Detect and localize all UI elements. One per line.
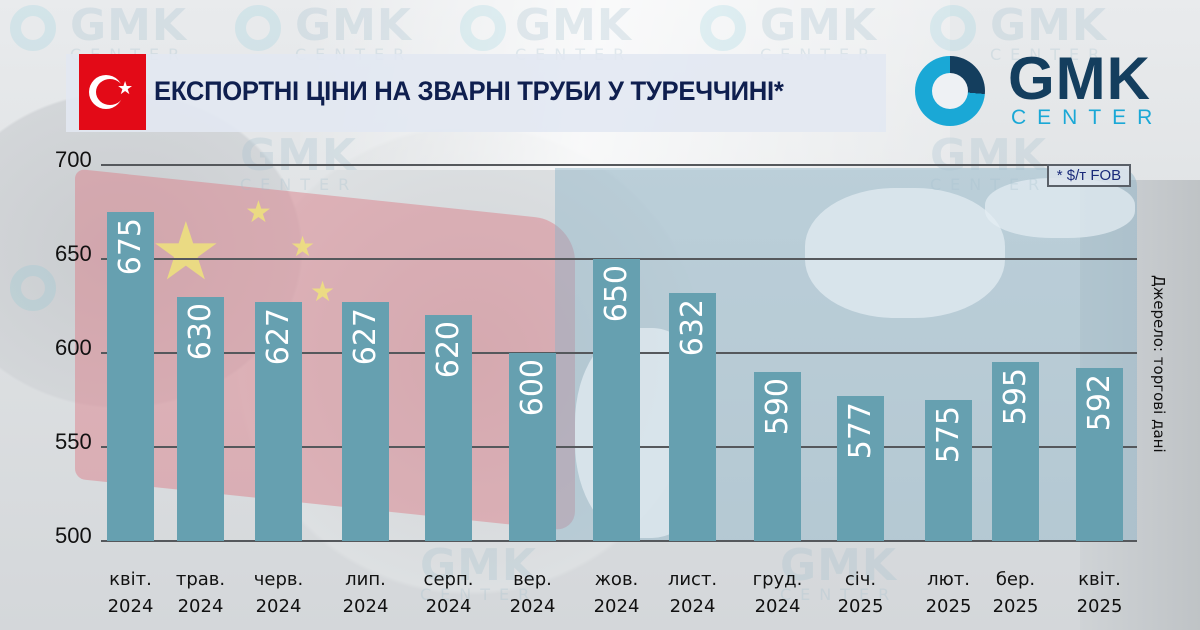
x-axis-year: 2024 [754,596,801,617]
turkey-flag-icon: ★ [79,54,146,130]
gridline [101,164,1047,166]
watermark-logo-icon [10,265,56,311]
bar: 675 [107,212,154,541]
y-axis-tick-label: 600 [55,335,92,360]
bar: 575 [925,400,972,541]
logo-text-gmk: GMK [1008,45,1151,112]
x-axis-year: 2024 [177,596,224,617]
x-axis-label: квіт. 2025 [1055,566,1145,620]
x-axis-month: лист. [667,569,718,590]
x-axis-year: 2024 [425,596,472,617]
bar: 627 [255,302,302,541]
chart-title: ЕКСПОРТНІ ЦІНИ НА ЗВАРНІ ТРУБИ У ТУРЕЧЧИ… [154,76,784,106]
bar-value-label: 592 [1081,374,1117,432]
bar: 600 [509,353,556,541]
y-axis-tick-label: 700 [55,147,92,172]
x-axis-year: 2024 [342,596,389,617]
x-axis-year: 2025 [992,596,1039,617]
unit-note: * $/т FOB [1047,164,1131,187]
bar: 630 [177,296,224,541]
star-icon: ★ [117,78,134,99]
bar-value-label: 675 [112,218,148,276]
bar-value-label: 627 [260,308,296,366]
y-axis-tick-label: 650 [55,241,92,266]
x-axis-month: вер. [513,569,552,590]
x-axis-year: 2024 [669,596,716,617]
bar: 577 [837,396,884,541]
gmk-logo-icon [915,56,985,126]
x-axis-label: вер. 2024 [488,566,578,620]
watermark-logo-icon [700,5,746,51]
x-axis-year: 2024 [509,596,556,617]
x-axis-year: 2025 [837,596,884,617]
source-label: Джерело: торгові дані [1150,275,1168,453]
bar-value-label: 650 [598,265,634,323]
crescent-icon [89,75,124,109]
bar: 592 [1076,368,1123,541]
bar: 590 [754,371,801,541]
x-axis-label: лист. 2024 [648,566,738,620]
x-axis-month: бер. [995,569,1036,590]
bar: 595 [992,362,1039,541]
bar-value-label: 620 [430,321,466,379]
x-axis-month: серп. [423,569,474,590]
x-axis-label: бер. 2025 [971,566,1061,620]
x-axis-label: лип. 2024 [321,566,411,620]
x-axis-month: трав. [175,569,226,590]
flag-star-icon: ★ [310,275,336,308]
x-axis-month: лют. [927,569,970,590]
bar: 650 [593,259,640,541]
bar: 632 [669,292,716,541]
bar-value-label: 630 [182,302,218,360]
x-axis-month: квіт. [109,569,152,590]
bar: 627 [342,302,389,541]
x-axis-label: серп. 2024 [404,566,494,620]
x-axis-month: січ. [844,569,877,590]
bar-value-label: 627 [347,308,383,366]
bar-value-label: 595 [997,368,1033,426]
flag-star-icon: ★ [290,230,316,263]
sea-shape [985,178,1135,238]
bar-value-label: 600 [514,359,550,417]
x-axis-label: лют. 2025 [904,566,994,620]
x-axis-label: жов. 2024 [572,566,662,620]
watermark-logo-icon [460,5,506,51]
x-axis-month: лип. [345,569,386,590]
x-axis-label: черв. 2024 [234,566,324,620]
y-axis-tick-label: 500 [55,523,92,548]
x-axis-label: січ. 2025 [816,566,906,620]
bar-value-label: 577 [842,402,878,460]
gridline [101,540,1137,542]
x-axis-month: черв. [253,569,304,590]
x-axis-year: 2025 [925,596,972,617]
x-axis-year: 2025 [1076,596,1123,617]
watermark-logo-icon [10,5,56,51]
x-axis-label: трав. 2024 [156,566,246,620]
x-axis-year: 2024 [593,596,640,617]
y-axis-tick-label: 550 [55,429,92,454]
bar-value-label: 575 [930,406,966,464]
x-axis-label: квіт. 2024 [86,566,176,620]
watermark-logo-icon [235,5,281,51]
logo-text-center: CENTER [1011,106,1164,129]
bar-value-label: 590 [759,377,795,436]
x-axis-year: 2024 [107,596,154,617]
flag-star-icon: ★ [245,195,272,230]
x-axis-month: жов. [594,569,639,590]
flag-star-icon: ★ [150,205,222,298]
x-axis-year: 2024 [255,596,302,617]
title-bar [66,54,886,132]
x-axis-label: груд. 2024 [733,566,823,620]
x-axis-month: груд. [752,569,803,590]
bar-value-label: 632 [674,298,710,357]
x-axis-month: квіт. [1078,569,1121,590]
bar: 620 [425,315,472,541]
watermark-logo-icon [930,5,976,51]
black-sea-shape [805,188,1005,318]
